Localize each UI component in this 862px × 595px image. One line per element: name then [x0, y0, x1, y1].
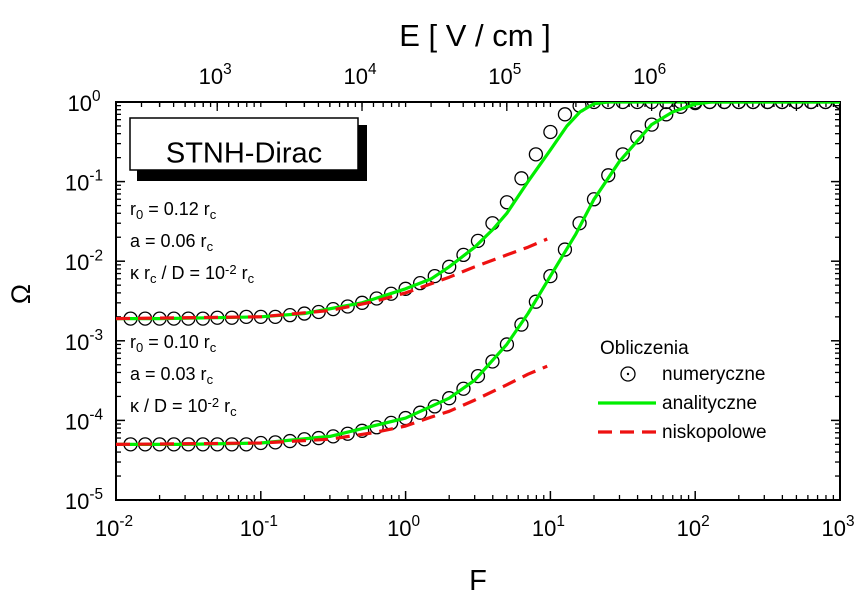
top-axis-label: E [ V / cm ] [399, 18, 551, 53]
data-point [774, 102, 790, 110]
annotation-line: κ / D = 10-2 rc [130, 395, 237, 419]
x-tick-label: 100 [387, 513, 420, 541]
box-label-text: STNH-Dirac [166, 138, 322, 170]
data-point [717, 102, 732, 110]
annotation-line: a = 0.06 rc [130, 231, 214, 254]
data-point [586, 102, 602, 110]
data-point [745, 102, 761, 110]
data-point [644, 102, 659, 110]
series-layer [116, 102, 840, 452]
data-point [789, 102, 804, 110]
data-point [514, 171, 529, 186]
data-point [803, 102, 819, 110]
legend-label: niskopolowe [662, 422, 767, 443]
data-point [601, 168, 616, 183]
x-axis-label: F [469, 565, 487, 595]
data-point [485, 354, 500, 369]
data-point [615, 102, 630, 110]
annotation-line: a = 0.03 rc [130, 364, 214, 387]
data-point [528, 294, 544, 309]
top-tick-label: 106 [633, 61, 666, 89]
data-point [470, 368, 486, 384]
legend-marker-circle [620, 366, 636, 382]
data-point [543, 268, 558, 284]
data-point [499, 337, 515, 352]
y-tick-label: 10-1 [65, 168, 103, 196]
data-point [615, 147, 630, 162]
data-point [760, 102, 775, 110]
data-point [412, 275, 428, 291]
legend-label: analityczne [662, 393, 757, 414]
annotation-line: κ rc / D = 10-2 rc [130, 262, 255, 286]
data-point [659, 107, 674, 122]
analytic-line [116, 102, 840, 446]
data-point [442, 391, 457, 406]
data-point [818, 102, 833, 110]
y-tick-label: 10-5 [65, 486, 103, 514]
data-point [630, 102, 645, 110]
data-point [731, 102, 746, 110]
data-point [557, 107, 573, 122]
y-axis-label: Ω [6, 284, 36, 304]
data-point [456, 381, 471, 396]
axis-ticks: 10-2 10-1 100 101 102 103 10-5 10-4 10-3 10-2 10-1… [65, 61, 855, 541]
annotations: r0 = 0.12 rc a = 0.06 rc κ rc / D = 10-2 r… [130, 199, 255, 419]
x-tick-label: 103 [821, 513, 854, 541]
x-tick-label: 101 [532, 513, 565, 541]
data-point [456, 247, 471, 263]
top-tick-label: 103 [199, 61, 232, 89]
legend: Obliczenia numeryczne analityczne niskopolo… [598, 338, 767, 443]
low-field-line [116, 237, 548, 321]
top-tick-label: 105 [488, 61, 521, 89]
data-point [383, 286, 399, 301]
data-point [470, 233, 486, 249]
data-point [543, 124, 558, 140]
data-point [644, 117, 659, 132]
y-tick-label: 10-3 [65, 327, 103, 355]
legend-marker-dot [626, 372, 630, 376]
annotation-line: r0 = 0.12 rc [130, 199, 217, 222]
x-tick-label: 102 [677, 513, 710, 541]
x-tick-label: 10-1 [240, 513, 278, 541]
data-point [586, 192, 602, 207]
box-label: STNH-Dirac [129, 117, 367, 181]
legend-label: numeryczne [662, 364, 766, 385]
data-point [442, 259, 457, 274]
top-tick-label: 104 [343, 61, 376, 89]
x-tick-label: 10-2 [95, 513, 133, 541]
data-point [702, 102, 717, 110]
y-tick-label: 10-2 [65, 247, 103, 275]
data-point [398, 281, 413, 296]
data-point [601, 102, 616, 110]
data-point [630, 130, 645, 145]
y-tick-label: 10-4 [65, 407, 104, 435]
data-point [528, 147, 544, 162]
data-point [688, 102, 703, 110]
data-point [514, 317, 529, 332]
low-field-line [116, 364, 548, 446]
data-point [557, 242, 573, 257]
data-point [427, 268, 442, 284]
y-tick-label: 100 [67, 88, 100, 116]
annotation-line: r0 = 0.10 rc [130, 332, 217, 355]
legend-title: Obliczenia [600, 338, 689, 359]
data-point [659, 102, 674, 110]
